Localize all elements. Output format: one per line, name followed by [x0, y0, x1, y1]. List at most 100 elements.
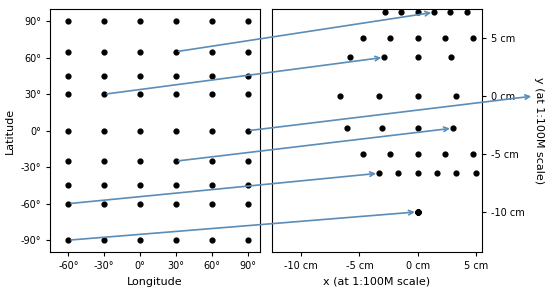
Point [491, 94, 500, 98]
Point [243, 201, 252, 206]
Point [413, 10, 422, 15]
Point [136, 49, 144, 54]
Point [100, 159, 109, 164]
Point [413, 171, 422, 176]
X-axis label: x (at 1:100M scale): x (at 1:100M scale) [323, 277, 431, 287]
X-axis label: Longitude: Longitude [127, 277, 183, 287]
Point [64, 19, 73, 24]
Point [441, 151, 450, 156]
Point [136, 128, 144, 133]
Point [207, 238, 216, 243]
Point [64, 92, 73, 97]
Point [380, 55, 389, 60]
Point [207, 183, 216, 188]
Point [171, 19, 180, 24]
Point [243, 159, 252, 164]
Point [472, 171, 480, 176]
Point [100, 238, 109, 243]
Point [100, 201, 109, 206]
Point [413, 151, 422, 156]
Point [100, 74, 109, 78]
Y-axis label: Latitude: Latitude [5, 108, 15, 154]
Point [171, 159, 180, 164]
Point [413, 55, 422, 60]
Point [64, 128, 73, 133]
Point [452, 94, 461, 98]
Point [413, 36, 422, 40]
Point [375, 171, 384, 176]
Point [413, 209, 422, 214]
Point [413, 209, 422, 214]
Point [496, 36, 505, 40]
Point [386, 36, 395, 40]
Point [413, 209, 422, 214]
Point [413, 209, 422, 214]
Point [136, 74, 144, 78]
Point [171, 49, 180, 54]
Point [207, 201, 216, 206]
Point [346, 55, 355, 60]
Point [171, 183, 180, 188]
Y-axis label: y (at 1:100M scale): y (at 1:100M scale) [534, 77, 544, 184]
Point [171, 128, 180, 133]
Point [243, 183, 252, 188]
Point [207, 159, 216, 164]
Point [386, 151, 395, 156]
Point [100, 128, 109, 133]
Point [530, 94, 539, 98]
Point [446, 10, 455, 15]
Point [64, 49, 73, 54]
Point [100, 183, 109, 188]
Point [243, 92, 252, 97]
Point [335, 94, 344, 98]
Point [136, 159, 144, 164]
Point [207, 19, 216, 24]
Point [171, 201, 180, 206]
Point [243, 49, 252, 54]
Point [519, 126, 528, 131]
Point [463, 10, 472, 15]
Point [375, 94, 384, 98]
Point [136, 201, 144, 206]
Point [483, 126, 492, 131]
Point [100, 49, 109, 54]
Point [136, 92, 144, 97]
Point [243, 74, 252, 78]
Point [100, 19, 109, 24]
Point [514, 55, 523, 60]
Point [171, 238, 180, 243]
Point [136, 238, 144, 243]
Point [207, 49, 216, 54]
Point [64, 183, 73, 188]
Point [380, 10, 389, 15]
Point [413, 209, 422, 214]
Point [64, 238, 73, 243]
Point [413, 209, 422, 214]
Point [452, 171, 461, 176]
Point [207, 74, 216, 78]
Point [243, 128, 252, 133]
Point [468, 151, 477, 156]
Point [413, 126, 422, 131]
Point [358, 151, 367, 156]
Point [468, 36, 477, 40]
Point [100, 92, 109, 97]
Point [358, 36, 367, 40]
Point [243, 19, 252, 24]
Point [447, 55, 456, 60]
Point [136, 19, 144, 24]
Point [496, 151, 505, 156]
Point [171, 74, 180, 78]
Point [343, 126, 352, 131]
Point [430, 10, 438, 15]
Point [413, 94, 422, 98]
Point [243, 238, 252, 243]
Point [397, 10, 406, 15]
Point [449, 126, 458, 131]
Point [64, 201, 73, 206]
Point [136, 183, 144, 188]
Point [171, 92, 180, 97]
Point [207, 128, 216, 133]
Point [207, 92, 216, 97]
Point [394, 171, 403, 176]
